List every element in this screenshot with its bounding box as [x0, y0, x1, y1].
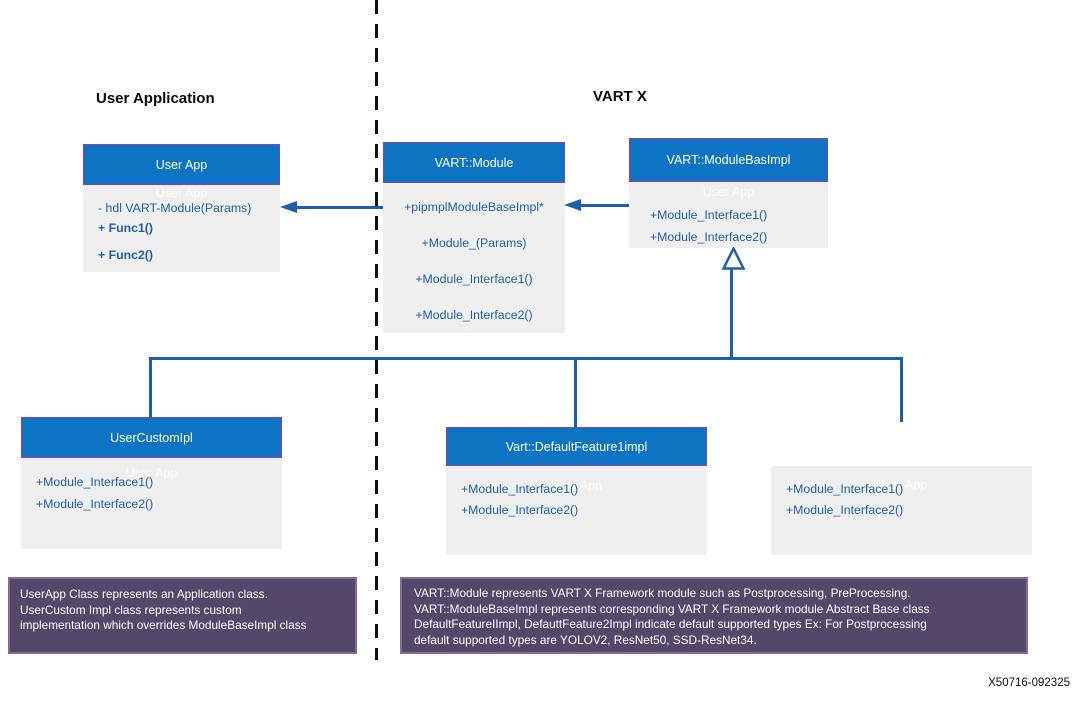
class-body-user-custom-impl: User App +Module_Interface1() +Module_In… — [21, 458, 282, 549]
inheritance-bus-line — [149, 357, 903, 360]
class-header-user-custom-impl: UserCustomIpl — [21, 417, 282, 458]
note-line: DefaultFeatureIImpl, DefauttFeature2Impl… — [414, 617, 927, 632]
class-member: +Module_Interface1() — [36, 475, 154, 489]
figure-id-label: X50716-092325 — [988, 677, 1070, 689]
arrow-line-module-to-userapp — [295, 206, 383, 209]
ghost-label-module-bas-impl: User App — [702, 185, 755, 199]
class-box-module-bas-impl: VART::ModuleBasImpl User App +Module_Int… — [629, 138, 828, 248]
note-line: default supported types are YOLOV2, ResN… — [414, 632, 757, 647]
inheritance-stem-line — [730, 269, 733, 358]
note-vart-x: VART::Module represents VART X Framework… — [400, 577, 1028, 654]
note-line: UserCustom Impl class represents custom — [20, 602, 242, 617]
note-line: VART::Module represents VART X Framework… — [414, 586, 911, 600]
class-member: + Func2() — [98, 248, 153, 262]
class-member: +Module_Interface1() — [415, 272, 533, 286]
class-body-default-feature1-impl: User App +Module_Interface1() +Module_In… — [446, 466, 707, 555]
class-body-user-app: User App - hdl VART-Module(Params) + Fun… — [83, 185, 280, 272]
class-member: +Module_Interface1() — [650, 208, 768, 222]
class-member: +Module_Interface1() — [461, 482, 579, 496]
class-box-user-custom-impl: UserCustomIpl User App +Module_Interface… — [21, 417, 282, 549]
arrowhead-left-icon — [280, 201, 297, 213]
branch-line-default-feature2 — [900, 357, 903, 422]
class-body-module-bas-impl: User App +Module_Interface1() +Module_In… — [629, 182, 828, 248]
note-user-application: UserApp Class represents an Application … — [8, 577, 357, 654]
note-line: VART::ModuleBaseImpl represents correspo… — [414, 601, 930, 616]
class-header-vart-module: VART::Module — [383, 142, 565, 183]
note-line: implementation which overrides ModuleBas… — [20, 618, 307, 633]
inheritance-triangle-icon — [722, 247, 745, 270]
class-member: + Func1() — [98, 221, 153, 235]
branch-line-default-feature1 — [574, 357, 577, 428]
class-member: - hdl VART-Module(Params) — [98, 201, 252, 215]
note-line: UserApp Class represents an Application … — [20, 587, 268, 601]
arrowhead-left-icon — [564, 199, 581, 211]
class-member: +Module_Interface1() — [786, 482, 904, 496]
section-divider-dashed-line — [375, 0, 378, 660]
class-box-default-feature2-impl: User App +Module_Interface1() +Module_In… — [771, 466, 1032, 555]
class-body-vart-module: +pipmplModuleBaseImpl* +Module_(Params) … — [383, 183, 565, 333]
class-member: +Module_Interface2() — [650, 230, 768, 244]
class-member: +Module_Interface2() — [415, 308, 533, 322]
class-header-module-bas-impl: VART::ModuleBasImpl — [629, 138, 828, 182]
class-box-vart-module: VART::Module +pipmplModuleBaseImpl* +Mod… — [383, 142, 565, 333]
class-member: +Module_Interface2() — [36, 497, 154, 511]
class-member: +pipmplModuleBaseImpl* — [404, 200, 544, 214]
ghost-label-user-app: User App — [155, 186, 208, 200]
class-header-default-feature1-impl: Vart::DefaultFeature1impl — [446, 427, 707, 466]
class-member: +Module_(Params) — [421, 236, 527, 250]
section-title-vart-x: VART X — [593, 88, 647, 105]
class-header-user-app: User App — [83, 144, 280, 185]
class-member: +Module_Interface2() — [786, 503, 904, 517]
class-member: +Module_Interface2() — [461, 503, 579, 517]
arrow-line-basimpl-to-module — [579, 204, 629, 207]
class-box-user-app: User App User App - hdl VART-Module(Para… — [83, 144, 280, 272]
class-body-default-feature2-impl: User App +Module_Interface1() +Module_In… — [771, 466, 1032, 555]
branch-line-user-custom — [149, 357, 152, 418]
class-box-default-feature1-impl: Vart::DefaultFeature1impl User App +Modu… — [446, 427, 707, 555]
section-title-user-application: User Application — [96, 90, 215, 107]
